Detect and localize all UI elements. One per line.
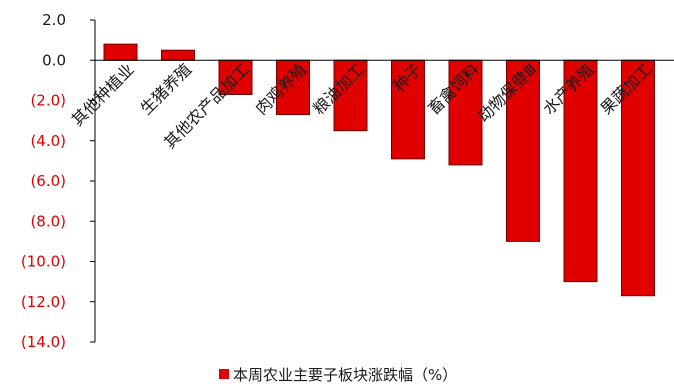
y-tick-label: (8.0) — [30, 212, 66, 230]
y-tick-label: 2.0 — [42, 11, 66, 29]
category-label: 其他种植业 — [68, 60, 138, 130]
bar — [563, 59, 598, 283]
legend: 本周农业主要子板块涨跌幅（%） — [219, 366, 457, 384]
legend-swatch — [219, 369, 229, 379]
y-tick-label: (14.0) — [21, 333, 66, 351]
y-axis: 2.0 0.0 (2.0) (4.0) (6.0) (8.0) (10.0) (12.0) (1… — [21, 11, 96, 351]
y-tick-label: (10.0) — [21, 253, 66, 271]
bar — [391, 59, 425, 160]
legend-label: 本周农业主要子板块涨跌幅（%） — [233, 366, 457, 384]
bar — [218, 59, 253, 95]
bar — [333, 59, 368, 132]
bar — [103, 43, 138, 61]
category-label: 生猪养殖 — [137, 60, 196, 119]
y-tick-label: (4.0) — [30, 132, 66, 150]
y-tick-label: 0.0 — [42, 51, 66, 69]
y-tick-label: (12.0) — [21, 293, 66, 311]
bar — [506, 59, 540, 242]
bar — [161, 49, 195, 61]
bar — [621, 59, 655, 297]
y-tick-label: (6.0) — [30, 172, 66, 190]
bar — [448, 59, 483, 166]
y-tick-label: (2.0) — [30, 92, 66, 110]
